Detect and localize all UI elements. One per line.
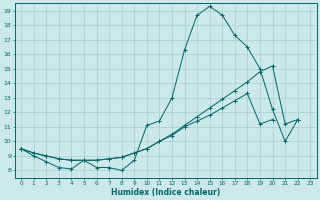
X-axis label: Humidex (Indice chaleur): Humidex (Indice chaleur) [111,188,220,197]
